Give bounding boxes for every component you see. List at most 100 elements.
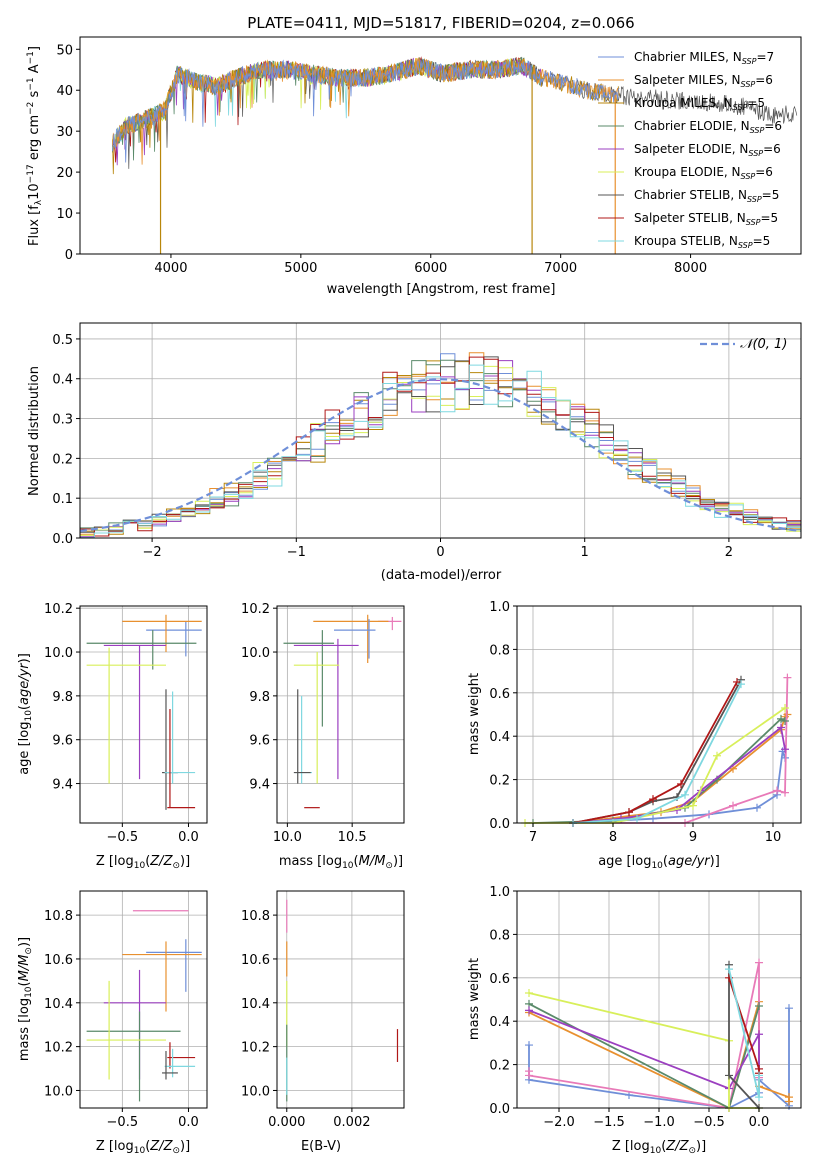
mass-vs-extinction-panel: 0.000 0.002 10.0 10.2 10.4 10.6 10.8 bbox=[241, 890, 405, 1130]
spectrum-frame bbox=[79, 36, 802, 255]
y-tick-label: 50 bbox=[56, 43, 73, 58]
y-tick-label: 9.6 bbox=[249, 734, 270, 749]
legend-label-kroupa_elodie: Kroupa ELODIE, NSSP=6 bbox=[634, 165, 773, 181]
x-tick-label: −1.0 bbox=[643, 1115, 675, 1130]
x-tick-label: −2.0 bbox=[543, 1115, 575, 1130]
y-tick-label: 40 bbox=[56, 84, 73, 99]
y-tick-label: 0.6 bbox=[489, 972, 510, 987]
x-tick-label: 0.0 bbox=[178, 830, 199, 845]
series-line-kroupa_stelib bbox=[572, 683, 742, 824]
legend-label-chabrier_miles: Chabrier MILES, NSSP=7 bbox=[634, 50, 774, 66]
p3-xlabel: Z [log10(Z/Z⊙)] bbox=[96, 854, 190, 871]
y-tick-label: 9.4 bbox=[52, 778, 73, 793]
y-tick-label: 10.2 bbox=[241, 1041, 270, 1056]
mass-weight-vs-age-panel: 7 8 9 10 0.0 0.2 0.4 0.6 0.8 1.0 bbox=[489, 600, 802, 845]
p5-ylabel: mass weight bbox=[467, 673, 482, 755]
point-marker-kroupa_stelib bbox=[755, 1071, 763, 1080]
y-tick-label: 1.0 bbox=[489, 885, 510, 900]
point-marker-pink bbox=[525, 1071, 533, 1080]
panel-frame bbox=[79, 605, 208, 824]
point-marker-chabrier_miles bbox=[525, 1041, 533, 1050]
legend-label-salpeter_stelib: Salpeter STELIB, NSSP=5 bbox=[634, 211, 778, 227]
point-marker-pink bbox=[773, 786, 781, 795]
x-tick-label: 4000 bbox=[154, 261, 187, 276]
point-marker-salpeter_miles bbox=[785, 1097, 793, 1106]
point-marker-salpeter_elodie bbox=[781, 745, 789, 754]
y-tick-label: 0.6 bbox=[489, 687, 510, 702]
point-marker-chabrier_stelib bbox=[725, 1071, 733, 1080]
point-marker-kroupa_stelib bbox=[725, 965, 733, 974]
spectrum-legend: Chabrier MILES, NSSP=7 Salpeter MILES, NS… bbox=[598, 50, 782, 250]
x-tick-label: 6000 bbox=[414, 261, 447, 276]
x-tick-label: 0.000 bbox=[268, 1115, 305, 1130]
x-tick-label: 2 bbox=[725, 545, 733, 560]
point-marker-salpeter_stelib bbox=[625, 808, 633, 817]
x-tick-label: 7000 bbox=[544, 261, 577, 276]
x-tick-label: −0.5 bbox=[107, 830, 139, 845]
y-tick-label: 0.2 bbox=[489, 1059, 510, 1074]
y-tick-label: 1.0 bbox=[489, 600, 510, 615]
histogram-xlabel: (data-model)/error bbox=[381, 568, 502, 583]
y-tick-label: 0.5 bbox=[52, 333, 73, 348]
y-tick-label: 10.8 bbox=[44, 909, 73, 924]
y-tick-label: 10.0 bbox=[241, 646, 270, 661]
p7-xlabel: E(B-V) bbox=[301, 1139, 341, 1154]
histogram-step-kroupa_stelib bbox=[80, 364, 801, 539]
p3-ylabel: age [log10(age/yr)] bbox=[17, 653, 34, 775]
y-tick-label: 30 bbox=[56, 125, 73, 140]
y-tick-label: 10.0 bbox=[241, 1084, 270, 1099]
y-tick-label: 0.0 bbox=[52, 532, 73, 547]
y-tick-label: 10.2 bbox=[44, 1041, 73, 1056]
legend-label-salpeter_miles: Salpeter MILES, NSSP=6 bbox=[634, 73, 773, 89]
point-marker-kroupa_elodie bbox=[713, 751, 721, 760]
series-line-kroupa_elodie bbox=[525, 707, 786, 824]
age-vs-mass-panel: 10.0 10.5 9.4 9.6 9.8 10.0 10.2 bbox=[241, 602, 405, 845]
legend-label-salpeter_elodie: Salpeter ELODIE, NSSP=6 bbox=[634, 142, 781, 158]
y-tick-label: 10 bbox=[56, 207, 73, 222]
point-marker-chabrier_elodie bbox=[781, 717, 789, 726]
histogram-step-chabrier_elodie bbox=[80, 359, 801, 537]
p8-xlabel: Z [log10(Z/Z⊙)] bbox=[612, 1139, 706, 1156]
spectrum-panel: PLATE=0411, MJD=51817, FIBERID=0204, z=0… bbox=[26, 14, 802, 297]
point-marker-kroupa_elodie bbox=[525, 988, 533, 997]
histogram-ticks: −2 −1 0 1 2 0.0 0.1 0.2 0.3 0.4 0.5 bbox=[52, 333, 733, 560]
point-marker-kroupa_stelib bbox=[737, 680, 745, 689]
spectrum-line-chabrier_miles bbox=[112, 57, 620, 163]
spectrum-ticks: 4000 5000 6000 7000 8000 0 10 20 30 40 50 bbox=[56, 43, 707, 276]
gaussian-curve bbox=[79, 378, 802, 533]
legend-label-chabrier_stelib: Chabrier STELIB, NSSP=5 bbox=[634, 188, 779, 204]
point-marker-kroupa_elodie bbox=[781, 703, 789, 712]
y-tick-label: 10.8 bbox=[241, 909, 270, 924]
x-tick-label: −1.5 bbox=[593, 1115, 625, 1130]
x-tick-label: −0.5 bbox=[693, 1115, 725, 1130]
y-tick-label: 0 bbox=[65, 248, 73, 263]
mass-weight-vs-metallicity-panel: −2.0 −1.5 −1.0 −0.5 0.0 0.0 0.2 0.4 0.6 0.8 1.0 bbox=[489, 885, 802, 1130]
y-tick-label: 0.8 bbox=[489, 928, 510, 943]
chart-title: PLATE=0411, MJD=51817, FIBERID=0204, z=0… bbox=[247, 14, 634, 32]
x-tick-label: 0.002 bbox=[333, 1115, 370, 1130]
x-tick-label: 0 bbox=[436, 545, 444, 560]
mass-vs-metallicity-panel: −0.5 0.0 10.0 10.2 10.4 10.6 10.8 bbox=[44, 890, 208, 1130]
point-marker-pink bbox=[783, 673, 792, 682]
p8-ylabel: mass weight bbox=[467, 958, 482, 1040]
x-tick-label: 0.0 bbox=[749, 1115, 770, 1130]
y-tick-label: 9.8 bbox=[52, 690, 73, 705]
x-tick-label: −2 bbox=[143, 545, 162, 560]
p6-ylabel: mass [log10(M/M⊙)] bbox=[17, 937, 34, 1061]
y-tick-label: 10.0 bbox=[44, 646, 73, 661]
y-tick-label: 10.2 bbox=[44, 602, 73, 617]
legend-label-chabrier_elodie: Chabrier ELODIE, NSSP=6 bbox=[634, 119, 782, 135]
point-marker-salpeter_stelib bbox=[649, 795, 657, 804]
point-marker-kroupa_stelib bbox=[633, 814, 641, 823]
panel-frame bbox=[516, 605, 802, 824]
y-tick-label: 0.0 bbox=[489, 1102, 510, 1117]
series-line-chabrier_miles bbox=[528, 1008, 790, 1109]
series-line-kroupa_elodie bbox=[528, 992, 759, 1109]
legend-label-kroupa_miles: Kroupa MILES, NSSP=5 bbox=[634, 96, 765, 112]
spectrum-lines bbox=[112, 56, 798, 175]
legend-label-kroupa_stelib: Kroupa STELIB, NSSP=5 bbox=[634, 234, 770, 250]
y-tick-label: 10.4 bbox=[44, 997, 73, 1012]
x-tick-label: 8 bbox=[609, 830, 617, 845]
y-tick-label: 10.2 bbox=[241, 602, 270, 617]
